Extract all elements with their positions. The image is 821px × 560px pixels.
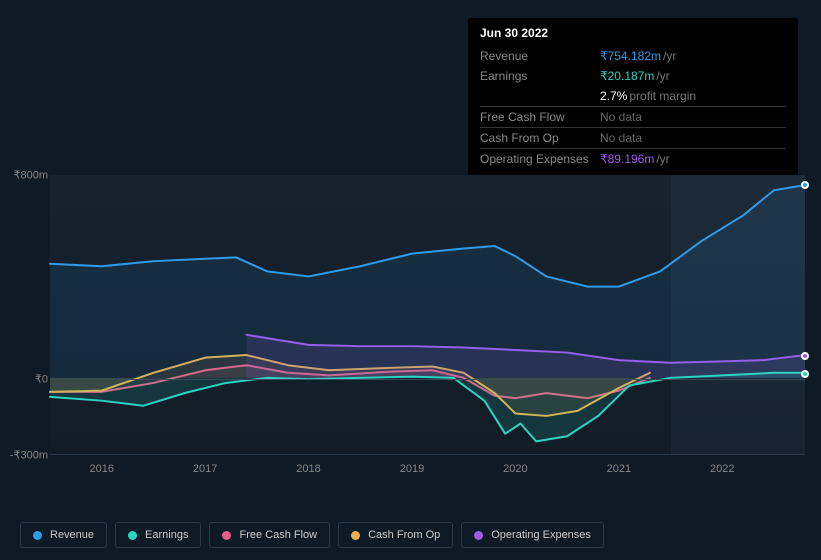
tooltip-row: Free Cash FlowNo data [480,106,786,127]
tooltip-row-label [480,89,600,103]
x-axis-label: 2017 [193,463,217,475]
tooltip-row: Earnings₹20.187m/yr [480,66,786,86]
tooltip-row: Cash From OpNo data [480,127,786,148]
tooltip-row-label: Earnings [480,69,600,83]
plot-area[interactable] [50,175,805,455]
x-axis-labels: 2016 2017 2018 2019 2020 2021 2022 [50,460,805,480]
tooltip-row-value: ₹20.187m/yr [600,69,786,83]
y-axis-label: -₹300m [10,449,48,462]
x-axis-label: 2018 [296,463,320,475]
series-marker-revenue [801,181,809,189]
legend-label: Revenue [50,529,94,541]
tooltip-rows: Revenue₹754.182m/yrEarnings₹20.187m/yr2.… [480,46,786,169]
series-fill-revenue [50,185,805,378]
series-marker-earnings [801,370,809,378]
y-axis-label: ₹800m [13,169,48,182]
tooltip-row-value: ₹754.182m/yr [600,49,786,63]
x-axis-label: 2020 [503,463,527,475]
y-axis-label: ₹0 [35,372,48,385]
legend-label: Free Cash Flow [239,529,317,541]
tooltip-row-label: Free Cash Flow [480,110,600,124]
legend-item[interactable]: Cash From Op [338,522,453,548]
zero-gridline [50,379,805,380]
legend-item[interactable]: Revenue [20,522,107,548]
x-axis-label: 2019 [400,463,424,475]
tooltip-row-value: No data [600,131,786,145]
chart-legend: Revenue Earnings Free Cash Flow Cash From O… [20,522,604,548]
tooltip-row: 2.7%profit margin [480,86,786,106]
tooltip-row: Revenue₹754.182m/yr [480,46,786,66]
tooltip-row-value: No data [600,110,786,124]
series-marker-operating_expenses [801,352,809,360]
tooltip-date: Jun 30 2022 [480,26,786,40]
legend-item[interactable]: Earnings [115,522,201,548]
legend-dot-icon [351,531,360,540]
legend-dot-icon [33,531,42,540]
x-axis-label: 2022 [710,463,734,475]
tooltip-row-label: Cash From Op [480,131,600,145]
chart-svg [50,175,805,454]
x-axis-label: 2021 [607,463,631,475]
financials-chart[interactable]: ₹800m₹0-₹300m 20162017201820192020202120… [20,160,805,480]
legend-item[interactable]: Free Cash Flow [209,522,330,548]
legend-dot-icon [128,531,137,540]
chart-tooltip: Jun 30 2022 Revenue₹754.182m/yrEarnings₹… [468,18,798,177]
legend-label: Cash From Op [368,529,440,541]
legend-item[interactable]: Operating Expenses [461,522,604,548]
legend-dot-icon [222,531,231,540]
legend-dot-icon [474,531,483,540]
tooltip-row-label: Revenue [480,49,600,63]
legend-label: Earnings [145,529,188,541]
legend-label: Operating Expenses [491,529,591,541]
x-axis-label: 2016 [89,463,113,475]
series-fill-earnings [50,373,805,442]
tooltip-row-value: 2.7%profit margin [600,89,786,103]
